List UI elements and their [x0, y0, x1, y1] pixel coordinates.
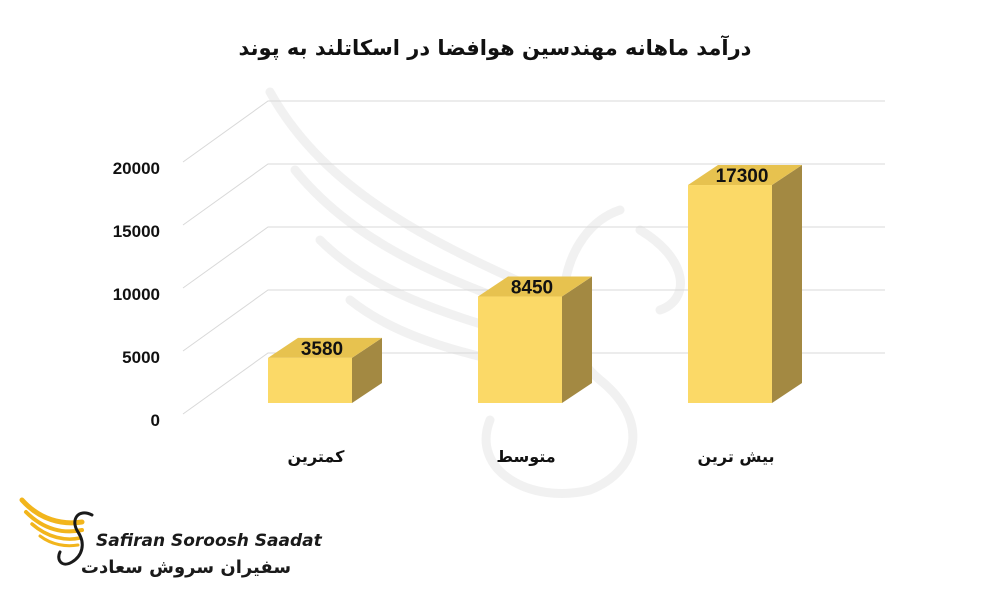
- bar-front: [688, 185, 772, 403]
- gridlines: [182, 100, 885, 415]
- bar-top: [688, 165, 802, 186]
- bar-side: [352, 337, 382, 403]
- swan-icon: [57, 511, 94, 566]
- data-label: 8450: [511, 278, 553, 299]
- gridline: [182, 352, 885, 415]
- watermark-icon: [265, 87, 685, 498]
- bar: [268, 337, 382, 403]
- logo: Safiran Soroosh Saadat سفیران سروش سعادت: [19, 497, 323, 578]
- bar-top: [478, 276, 592, 297]
- y-tick-label: 0: [151, 411, 160, 430]
- wing-icon: [19, 497, 85, 548]
- data-labels: 3580 8450 17300: [301, 166, 769, 360]
- bar-top: [268, 337, 382, 358]
- gridline: [182, 100, 885, 163]
- chart-title: درآمد ماهانه مهندسین هوافضا در اسکاتلند …: [239, 35, 752, 60]
- y-axis: 0 5000 10000 15000 20000: [113, 159, 160, 430]
- x-tick-label: بیش ترین: [697, 447, 774, 466]
- bar-side: [562, 276, 592, 403]
- data-label: 17300: [716, 166, 769, 187]
- y-tick-label: 15000: [113, 222, 160, 241]
- gridline: [182, 226, 885, 289]
- bar-front: [478, 296, 562, 403]
- x-tick-label: متوسط: [496, 447, 555, 466]
- y-tick-label: 5000: [122, 348, 160, 367]
- x-tick-label: کمترین: [288, 447, 346, 466]
- bar-side: [772, 165, 802, 403]
- gridline: [182, 163, 885, 226]
- y-tick-label: 20000: [113, 159, 160, 178]
- bar-front: [268, 357, 352, 403]
- logo-name-latin: Safiran Soroosh Saadat: [96, 531, 323, 551]
- y-tick-label: 10000: [113, 285, 160, 304]
- x-axis: کمترین متوسط بیش ترین: [288, 447, 775, 466]
- data-label: 3580: [301, 339, 343, 360]
- gridline: [182, 289, 885, 352]
- logo-name-persian: سفیران سروش سعادت: [81, 557, 291, 578]
- bars: [268, 165, 802, 403]
- bar: [688, 165, 802, 403]
- bar: [478, 276, 592, 403]
